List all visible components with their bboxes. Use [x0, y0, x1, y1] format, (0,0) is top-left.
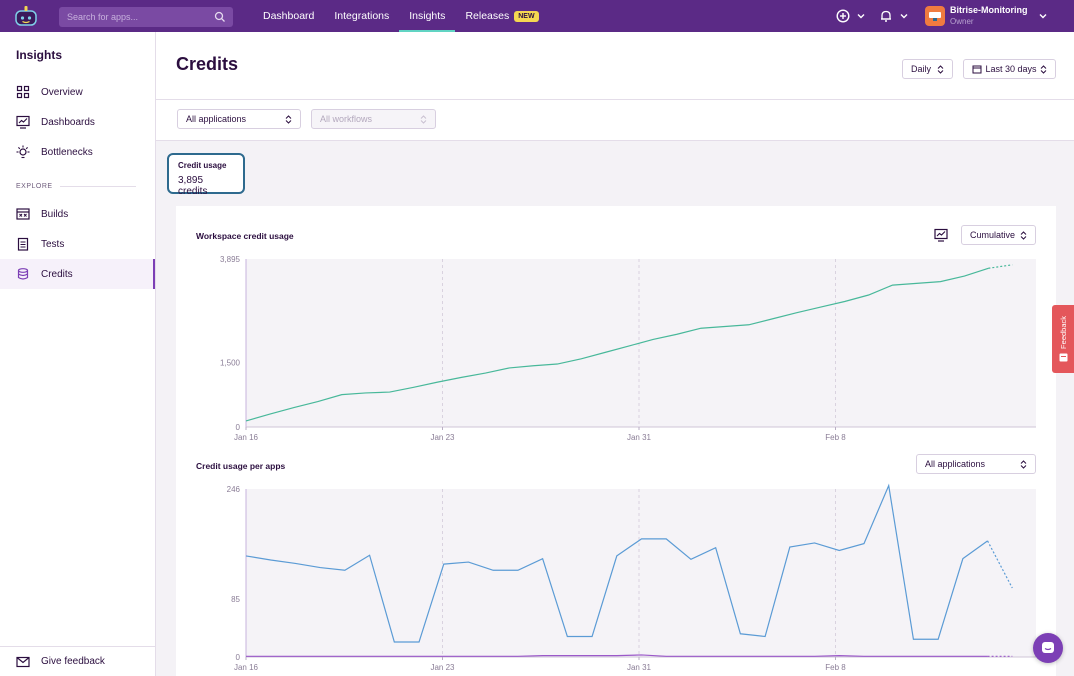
notifications-button[interactable]: [879, 8, 909, 24]
updown-chevron-icon: [1040, 64, 1047, 74]
kpi-label: Credit usage: [178, 161, 227, 170]
search-input[interactable]: [67, 12, 207, 22]
sidebar-item-overview[interactable]: Overview: [0, 77, 155, 107]
avatar: [925, 6, 945, 26]
x-tick-label: Feb 8: [825, 433, 846, 442]
y-tick-label: 3,895: [220, 255, 241, 264]
chat-icon: [1042, 642, 1054, 653]
chat-launcher-button[interactable]: [1033, 633, 1063, 663]
nav-releases[interactable]: Releases NEW: [455, 0, 548, 32]
workspace-credit-usage-title: Workspace credit usage: [196, 231, 294, 241]
updown-chevron-icon: [1020, 459, 1027, 469]
x-tick-label: Jan 31: [627, 663, 652, 672]
sidebar-item-builds[interactable]: Builds: [0, 199, 155, 229]
credit-usage-kpi-card[interactable]: Credit usage 3,895 credits: [167, 153, 245, 197]
grid-icon: [16, 85, 30, 99]
workspace-credit-chart: Jan 16 Jan 23 Jan 31 Feb 8 0 1,500 3,895: [176, 249, 1056, 444]
workflow-filter-select: All workflows: [311, 109, 436, 129]
x-tick-label: Jan 16: [234, 663, 259, 672]
nav-insights[interactable]: Insights: [399, 0, 456, 32]
application-filter-select[interactable]: All applications: [177, 109, 301, 129]
credit-usage-per-apps-title: Credit usage per apps: [196, 461, 286, 471]
y-tick-label: 85: [231, 595, 240, 604]
chart-monitor-icon: [16, 115, 30, 129]
feedback-icon: [1059, 353, 1067, 362]
main-nav: Dashboard Integrations Insights Releases…: [253, 0, 549, 32]
workspace-credit-chart-svg: Jan 16 Jan 23 Jan 31 Feb 8 0 1,500 3,895: [220, 255, 1036, 442]
account-role: Owner: [950, 17, 974, 26]
create-menu-button[interactable]: [836, 8, 866, 24]
page-title: Credits: [176, 54, 239, 74]
search-icon[interactable]: [214, 11, 226, 23]
page-header: Credits Daily Last 30 days: [156, 32, 1074, 100]
search-box: [59, 7, 233, 27]
series-line: [245, 483, 988, 643]
updown-chevron-icon: [1020, 230, 1027, 240]
updown-chevron-icon: [285, 114, 292, 124]
credit-per-app-chart: Jan 16 Jan 23 Jan 31 Feb 8 0 85 246: [176, 479, 1056, 676]
account-menu[interactable]: Bitrise-Monitoring Owner: [925, 5, 1048, 27]
sidebar-item-dashboards[interactable]: Dashboards: [0, 107, 155, 137]
series-projection-line: [987, 540, 1013, 589]
updown-chevron-icon: [420, 114, 427, 124]
x-tick-label: Jan 31: [627, 433, 652, 442]
interval-select[interactable]: Daily: [902, 59, 953, 79]
nav-integrations[interactable]: Integrations: [334, 10, 390, 22]
nav-dashboard[interactable]: Dashboard: [263, 10, 315, 22]
lightbulb-icon: [16, 145, 30, 159]
aggregation-mode-select[interactable]: Cumulative: [961, 225, 1036, 245]
series-line: [246, 654, 988, 657]
filter-bar: All applications All workflows: [156, 100, 1074, 141]
sidebar-item-tests[interactable]: Tests: [0, 229, 155, 259]
credit-per-app-chart-svg: Jan 16 Jan 23 Jan 31 Feb 8 0 85 246: [227, 483, 1036, 672]
mail-icon: [16, 656, 30, 667]
y-tick-label: 0: [236, 423, 241, 432]
chart-type-icon[interactable]: [934, 228, 948, 242]
x-tick-label: Jan 23: [430, 433, 455, 442]
chevron-down-icon: [1039, 14, 1046, 19]
calendar-icon: [972, 65, 982, 74]
feedback-tab[interactable]: Feedback: [1052, 305, 1074, 373]
database-stack-icon: [17, 268, 29, 280]
give-feedback-button[interactable]: Give feedback: [0, 646, 155, 676]
account-name: Bitrise-Monitoring: [950, 5, 1028, 15]
series-line: [245, 267, 989, 422]
plus-circle-icon: [836, 9, 850, 23]
chevron-down-icon: [900, 14, 908, 19]
y-tick-label: 0: [236, 653, 241, 662]
top-navigation-bar: Dashboard Integrations Insights Releases…: [0, 0, 1074, 32]
main-content: Credits Daily Last 30 days All applicati…: [156, 32, 1074, 676]
x-tick-label: Jan 16: [234, 433, 259, 442]
x-tick-label: Jan 23: [430, 663, 455, 672]
workspace-avatar-icon: [929, 12, 941, 21]
plot-area: [246, 489, 1036, 657]
sidebar-divider: [60, 186, 136, 187]
bell-icon: [881, 10, 891, 22]
updown-chevron-icon: [937, 64, 944, 74]
date-range-select[interactable]: Last 30 days: [963, 59, 1056, 79]
clipboard-icon: [17, 237, 29, 251]
sidebar-item-bottlenecks[interactable]: Bottlenecks: [0, 137, 155, 167]
charts-card: Workspace credit usage Cumulative Jan 16…: [176, 206, 1056, 676]
sidebar-title: Insights: [16, 48, 63, 62]
x-tick-label: Feb 8: [825, 663, 846, 672]
y-tick-label: 246: [227, 485, 241, 494]
kpi-value: 3,895 credits: [178, 175, 208, 197]
bitrise-logo-icon[interactable]: [14, 5, 38, 27]
builds-icon: [16, 208, 30, 220]
y-tick-label: 1,500: [220, 358, 241, 367]
sidebar-section-explore: EXPLORE: [16, 183, 53, 190]
sidebar: Insights Overview Dashboards Bottlenecks: [0, 32, 156, 676]
sidebar-item-credits[interactable]: Credits: [0, 259, 155, 289]
chevron-down-icon: [857, 14, 865, 19]
chart-application-filter-select[interactable]: All applications: [916, 454, 1036, 474]
series-projection-line: [988, 264, 1013, 269]
new-badge: NEW: [514, 10, 539, 22]
